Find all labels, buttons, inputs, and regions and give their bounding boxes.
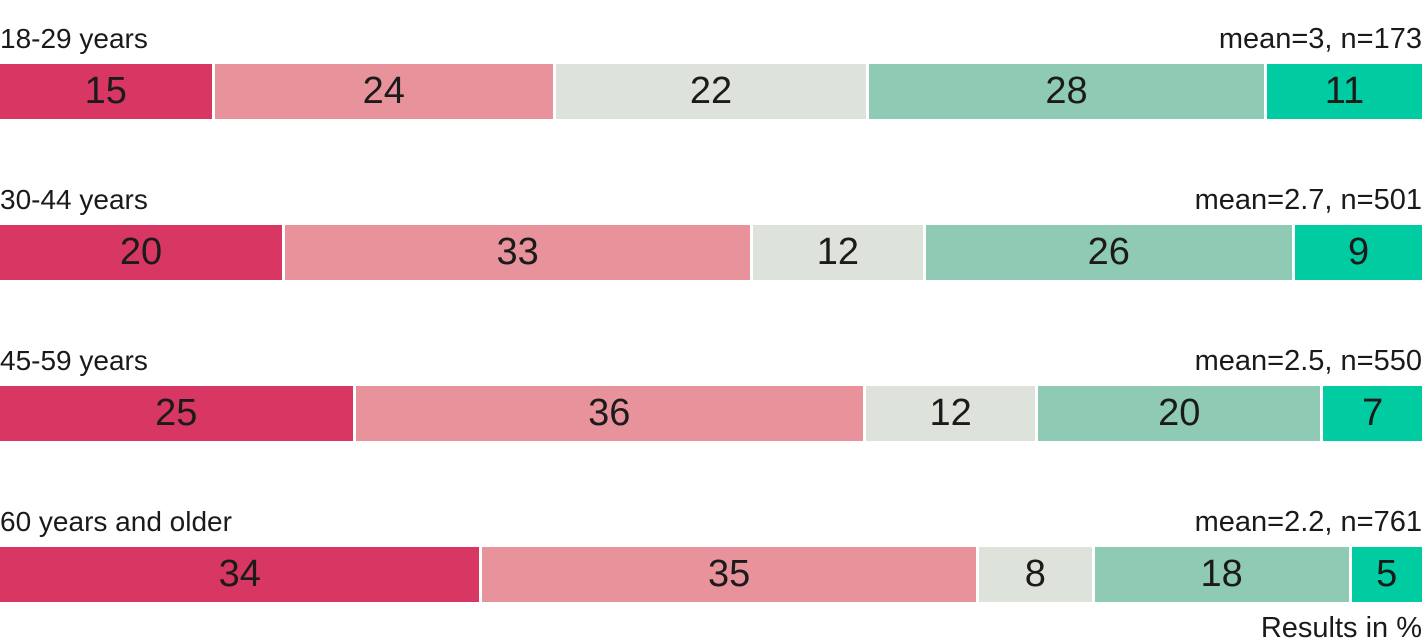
- chart-row: 45-59 years mean=2.5, n=550 25 36 12 20 …: [0, 342, 1422, 441]
- bar-segment: 33: [285, 225, 751, 280]
- segment-value: 8: [1024, 553, 1046, 595]
- segment-value: 35: [708, 553, 751, 595]
- bar-segment: 34: [0, 547, 480, 602]
- mean-label: mean=2.5, n=550: [1194, 345, 1422, 377]
- segment-value: 22: [689, 70, 733, 112]
- bar-segment: 20: [0, 225, 282, 280]
- bar-segment: 22: [555, 64, 867, 119]
- row-header: 18-29 years mean=3, n=173: [0, 20, 1422, 58]
- bar-segment: 9: [1295, 225, 1422, 280]
- segment-value: 33: [496, 231, 539, 273]
- bar-segment: 7: [1323, 386, 1422, 441]
- segment-value: 26: [1087, 231, 1130, 273]
- row-label: 45-59 years: [0, 345, 148, 376]
- segment-value: 12: [929, 392, 972, 434]
- segment-value: 5: [1376, 553, 1398, 595]
- mean-label: mean=2.2, n=761: [1194, 506, 1422, 538]
- chart-row: 60 years and older mean=2.2, n=761 34 35…: [0, 503, 1422, 602]
- segment-value: 18: [1200, 553, 1243, 595]
- row-label: 30-44 years: [0, 184, 148, 215]
- row-label: 60 years and older: [0, 506, 232, 537]
- bar-segment: 12: [753, 225, 923, 280]
- chart-row: 30-44 years mean=2.7, n=501 20 33 12 26 …: [0, 181, 1422, 280]
- segment-value: 20: [119, 231, 163, 273]
- bar-segment: 20: [1038, 386, 1321, 441]
- chart-row: 18-29 years mean=3, n=173 15 24 22 28 11: [0, 20, 1422, 119]
- row-header: 60 years and older mean=2.2, n=761: [0, 503, 1422, 541]
- bar-segment: 26: [925, 225, 1293, 280]
- segment-value: 34: [218, 553, 261, 595]
- bar-segment: 18: [1094, 547, 1349, 602]
- bar-segment: 8: [978, 547, 1092, 602]
- mean-label: mean=2.7, n=501: [1194, 184, 1422, 216]
- bar-segment: 11: [1266, 64, 1422, 119]
- segment-value: 24: [362, 70, 405, 112]
- bar-segment: 24: [214, 64, 553, 119]
- row-header: 45-59 years mean=2.5, n=550: [0, 342, 1422, 380]
- bar-segment: 35: [482, 547, 976, 602]
- segment-value: 11: [1324, 70, 1365, 112]
- bar-segment: 36: [355, 386, 864, 441]
- stacked-bar: 15 24 22 28 11: [0, 64, 1422, 119]
- bar-segment: 28: [869, 64, 1264, 119]
- stacked-bar: 25 36 12 20 7: [0, 386, 1422, 441]
- bar-segment: 15: [0, 64, 212, 119]
- bar-segment: 5: [1351, 547, 1422, 602]
- segment-value: 12: [816, 231, 860, 273]
- segment-value: 7: [1362, 392, 1384, 434]
- results-unit-note: Results in %: [1260, 612, 1422, 644]
- segment-value: 9: [1347, 231, 1370, 273]
- segment-value: 20: [1158, 392, 1201, 434]
- bar-segment: 25: [0, 386, 353, 441]
- segment-value: 15: [84, 70, 127, 112]
- stacked-bar: 34 35 8 18 5: [0, 547, 1422, 602]
- segment-value: 25: [155, 392, 198, 434]
- stacked-bar: 20 33 12 26 9: [0, 225, 1422, 280]
- row-label: 18-29 years: [0, 23, 148, 54]
- segment-value: 36: [588, 392, 631, 434]
- bar-segment: 12: [866, 386, 1036, 441]
- segment-value: 28: [1045, 70, 1088, 112]
- mean-label: mean=3, n=173: [1218, 23, 1422, 55]
- row-header: 30-44 years mean=2.7, n=501: [0, 181, 1422, 219]
